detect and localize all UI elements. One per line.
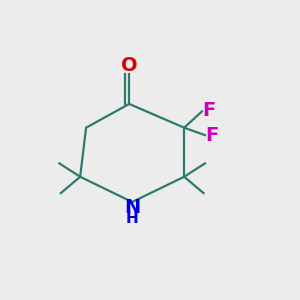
Text: F: F [202,101,215,120]
Text: N: N [124,199,140,218]
Text: F: F [205,126,218,145]
Text: H: H [126,211,139,226]
Text: O: O [121,56,137,75]
